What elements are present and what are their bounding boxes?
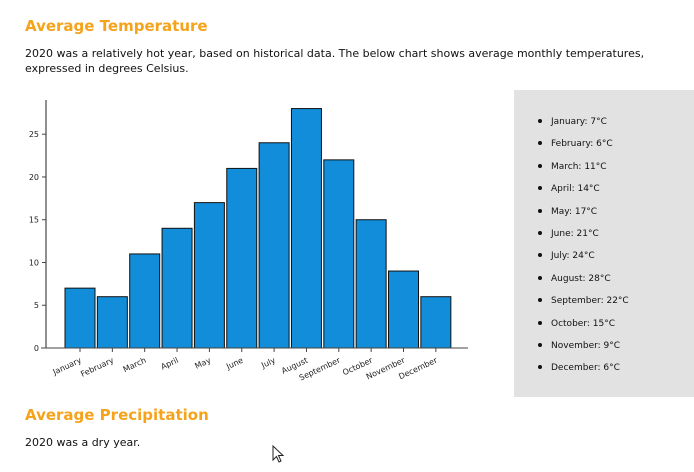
temperature-list-item: August: 28°C (538, 273, 629, 295)
temperature-description: 2020 was a relatively hot year, based on… (25, 47, 645, 75)
precipitation-description: 2020 was a dry year. (25, 436, 141, 449)
x-tick-label: June (224, 356, 245, 372)
bar-september (323, 159, 355, 349)
x-tick-label: March (122, 356, 148, 374)
temperature-list-item: December: 6°C (538, 362, 629, 384)
bar-december (420, 296, 452, 349)
x-tick-label: May (193, 356, 212, 371)
bar-april (161, 227, 193, 349)
section-title-precipitation: Average Precipitation (25, 406, 209, 424)
bar-january (64, 287, 96, 349)
bar-august (290, 108, 322, 349)
y-tick-label: 0 (34, 344, 39, 353)
bar-february (96, 296, 128, 349)
y-tick-label: 20 (29, 173, 39, 182)
bar-november (388, 270, 419, 349)
y-tick-label: 10 (29, 258, 39, 267)
temperature-list-item: September: 22°C (538, 295, 629, 317)
temperature-list-item: April: 14°C (538, 183, 629, 205)
x-tick-label: July (259, 356, 277, 371)
section-title-temperature: Average Temperature (25, 17, 208, 35)
temperature-list-item: January: 7°C (538, 116, 629, 138)
bar-july (258, 142, 290, 349)
temperature-list-item: November: 9°C (538, 340, 629, 362)
x-tick-label: January (51, 356, 83, 378)
x-tick-label: April (160, 356, 180, 372)
y-tick-label: 5 (34, 301, 39, 310)
temperature-list: January: 7°C February: 6°C March: 11°C Apri… (538, 116, 629, 385)
bar-june (226, 167, 258, 349)
temperature-list-item: March: 11°C (538, 161, 629, 183)
bar-march (129, 253, 161, 349)
y-tick-label: 25 (29, 130, 39, 139)
temperature-list-item: June: 21°C (538, 228, 629, 250)
bar-may (193, 202, 225, 349)
temperature-list-item: February: 6°C (538, 138, 629, 160)
bar-october (355, 219, 387, 349)
y-tick-label: 15 (29, 216, 39, 225)
temperature-list-panel: January: 7°C February: 6°C March: 11°C Apri… (514, 90, 694, 397)
temperature-list-item: July: 24°C (538, 250, 629, 272)
mouse-cursor-icon (272, 445, 285, 463)
temperature-list-item: May: 17°C (538, 206, 629, 228)
temperature-list-item: October: 15°C (538, 318, 629, 340)
x-tick-label: February (79, 356, 115, 379)
